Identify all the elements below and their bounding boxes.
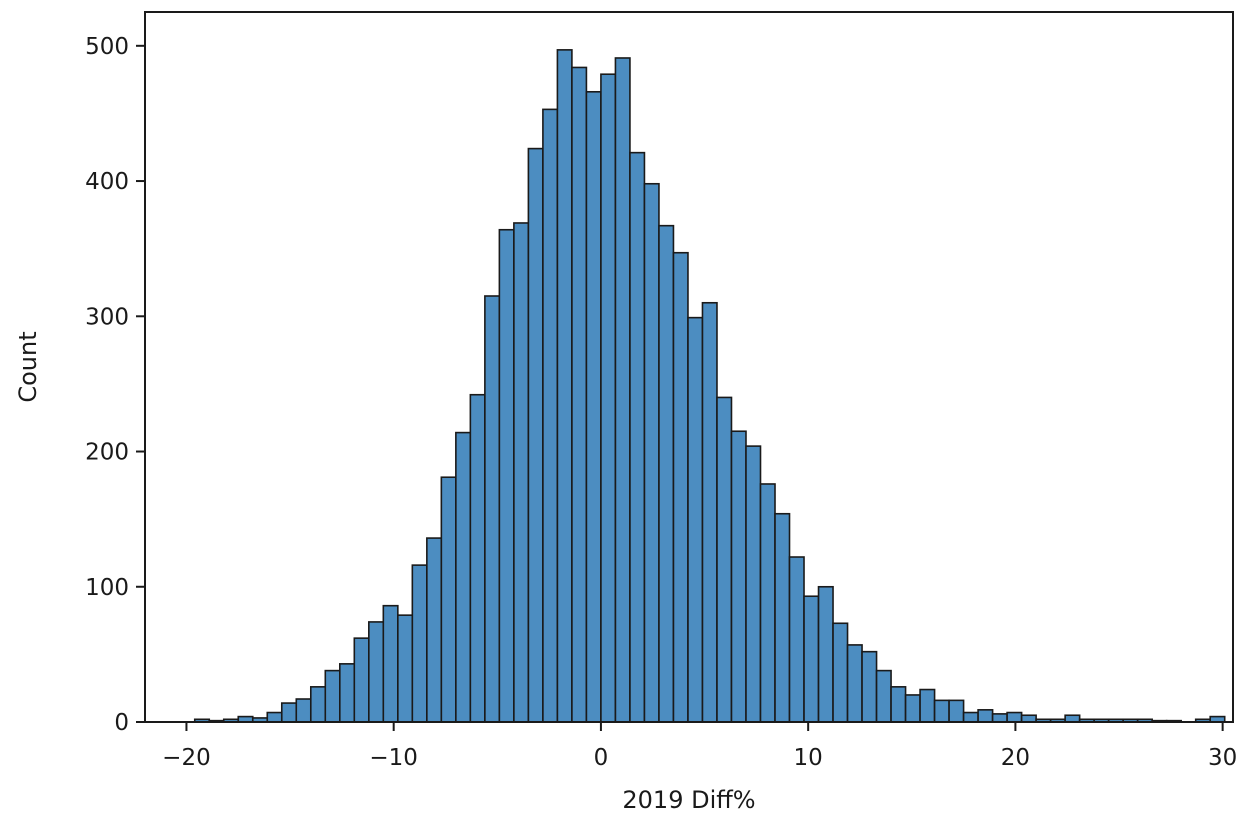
histogram-bar [991, 713, 1008, 723]
y-tick-label: 300 [85, 304, 129, 330]
histogram-bar [861, 650, 878, 723]
bars-group [193, 49, 1226, 723]
y-tick-label: 400 [85, 169, 129, 195]
histogram-bar [600, 73, 617, 723]
x-tick-label: 10 [794, 745, 823, 771]
histogram-bar [933, 699, 950, 723]
histogram-bar [1064, 714, 1081, 723]
histogram-bar [643, 182, 660, 723]
histogram-bar [948, 699, 965, 723]
histogram-bar [672, 251, 689, 723]
y-axis-ticks: 0 100 200 300 400 500 [85, 34, 145, 736]
histogram-bar [687, 316, 704, 723]
histogram-bar [962, 711, 979, 723]
histogram-bar [658, 224, 675, 723]
histogram-bar [629, 151, 646, 723]
histogram-bar [556, 49, 573, 723]
histogram-bar [832, 622, 849, 723]
histogram-bar [774, 512, 791, 723]
histogram-bar [266, 711, 283, 723]
y-axis-label: Count [14, 331, 42, 402]
histogram-bar [368, 621, 385, 723]
histogram-bar [484, 295, 501, 723]
y-tick-label: 200 [85, 440, 129, 466]
x-tick-label: −20 [162, 745, 211, 771]
histogram-bar [411, 564, 428, 723]
histogram-bar [803, 595, 820, 723]
histogram-bar [745, 445, 762, 723]
histogram-bar [1020, 714, 1037, 723]
histogram-bar [280, 702, 298, 723]
y-tick-label: 100 [85, 575, 129, 601]
histogram-bar [542, 108, 559, 723]
histogram-bar [788, 556, 805, 723]
y-tick-label: 500 [85, 34, 129, 60]
histogram-bar [977, 709, 994, 723]
histogram-bar [426, 537, 443, 723]
x-tick-label: 20 [1001, 745, 1030, 771]
histogram-bar [817, 585, 834, 723]
histogram-bar [353, 637, 370, 723]
histogram-bar [397, 614, 414, 723]
histogram-bar [890, 686, 907, 723]
histogram-bar [339, 663, 356, 723]
histogram-bar [498, 228, 515, 723]
histogram-bar [730, 430, 747, 723]
histogram-bar [382, 604, 399, 723]
histogram-bar [919, 688, 936, 723]
histogram-bar [324, 669, 341, 723]
histogram-bar [440, 476, 457, 723]
x-axis-ticks: −20 −10 0 10 20 30 [162, 722, 1237, 771]
x-tick-label: −10 [369, 745, 418, 771]
y-tick-label: 0 [114, 710, 129, 736]
x-tick-label: 0 [594, 745, 609, 771]
plot-frame [144, 11, 1234, 723]
histogram-bar [701, 301, 718, 723]
histogram-bar [875, 669, 892, 723]
histogram-bar [904, 694, 921, 723]
histogram-bar [585, 90, 602, 723]
histogram-bar [469, 393, 486, 723]
x-axis-label: 2019 Diff% [622, 786, 755, 814]
histogram-bar [614, 57, 631, 723]
histogram-bar [513, 222, 530, 723]
histogram-bar [571, 66, 588, 723]
histogram-bar [309, 686, 327, 723]
x-tick-label: 30 [1208, 745, 1237, 771]
histogram-bar [1006, 711, 1023, 723]
histogram-bar [527, 147, 544, 723]
histogram-bar [716, 396, 733, 723]
histogram-bar [759, 483, 776, 723]
histogram-bar [295, 698, 312, 723]
histogram-bar [455, 431, 472, 723]
histogram-bar [846, 644, 863, 723]
